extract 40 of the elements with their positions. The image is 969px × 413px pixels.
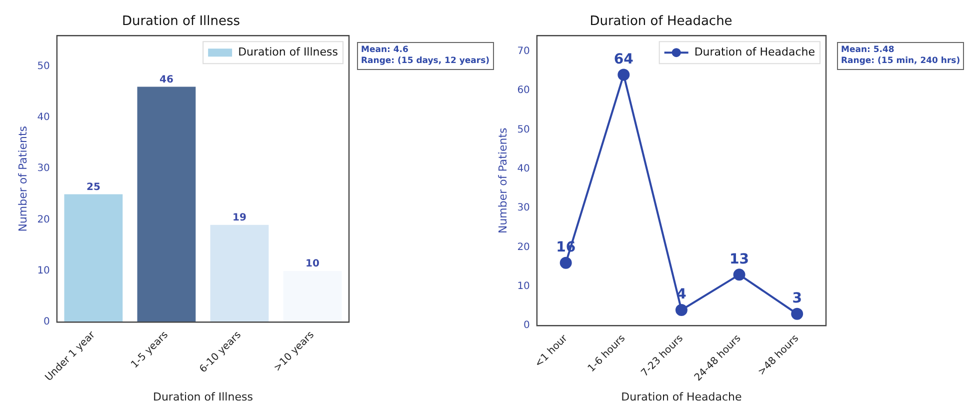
point xyxy=(560,256,572,269)
bar xyxy=(210,224,269,322)
data-label: 25 xyxy=(86,182,100,193)
data-label: 19 xyxy=(232,212,246,224)
legend-label: Duration of Headache xyxy=(694,45,816,58)
y-axis-title: Number of Patients xyxy=(496,127,510,234)
data-label: 13 xyxy=(730,251,750,268)
y-tick-label: 20 xyxy=(517,242,530,253)
point xyxy=(618,68,630,81)
point xyxy=(791,308,804,320)
bar xyxy=(283,270,342,322)
y-tick-label: 30 xyxy=(517,202,530,214)
legend-label: Duration of Illness xyxy=(238,45,338,58)
data-label: 3 xyxy=(792,290,802,307)
x-axis-title: Duration of Headache xyxy=(621,390,742,404)
y-tick-label: 30 xyxy=(37,163,50,174)
point xyxy=(675,304,688,316)
chart-title: Duration of Headache xyxy=(590,14,732,30)
y-tick-label: 0 xyxy=(524,320,530,332)
x-axis-title: Duration of Illness xyxy=(152,390,254,404)
y-tick-label: 40 xyxy=(37,112,50,124)
y-tick-label: 0 xyxy=(44,316,50,328)
text: Mean: 5.48 Range: (15 min, 240 hrs) xyxy=(837,42,964,70)
y-tick-label: 60 xyxy=(517,85,530,96)
y-tick-label: 40 xyxy=(517,163,530,174)
data-label: 46 xyxy=(159,74,174,86)
bar xyxy=(64,194,123,322)
y-axis-title: Number of Patients xyxy=(16,126,30,232)
text: Mean: 4.6 Range: (15 days, 12 years) xyxy=(357,42,494,70)
bar xyxy=(137,86,196,322)
y-tick-label: 50 xyxy=(37,60,50,72)
y-tick-label: 20 xyxy=(37,214,50,226)
y-tick-label: 10 xyxy=(37,266,50,277)
data-label: 10 xyxy=(306,258,320,270)
y-tick-label: 50 xyxy=(517,124,530,136)
y-tick-label: 10 xyxy=(517,281,530,292)
point xyxy=(733,268,746,281)
data-label: 64 xyxy=(614,51,634,68)
chart-title: Duration of Illness xyxy=(122,14,240,30)
y-tick-label: 70 xyxy=(517,46,530,57)
